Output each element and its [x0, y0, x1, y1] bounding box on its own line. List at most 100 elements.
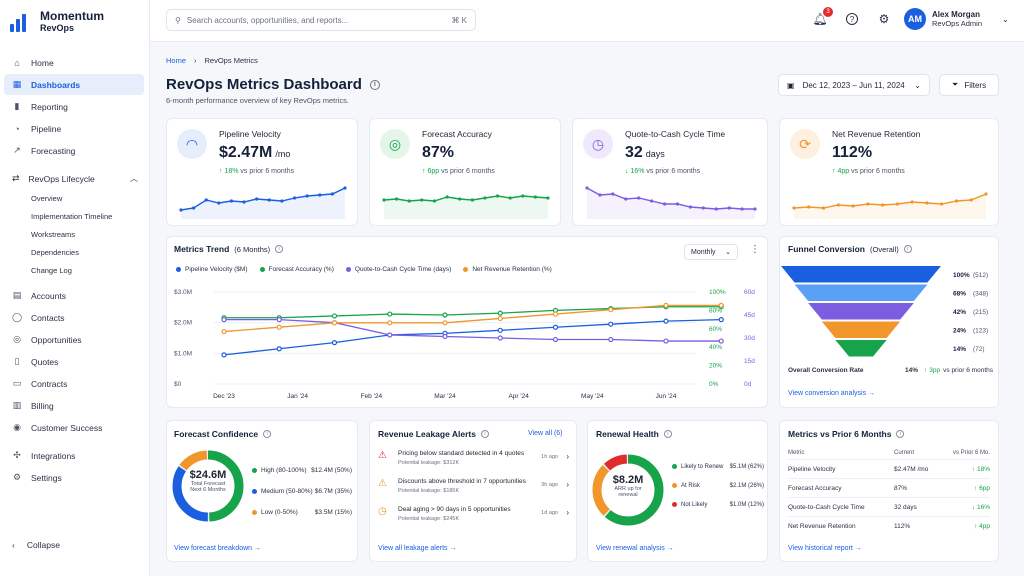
- filter-icon: ⏷: [951, 80, 959, 89]
- funnel-pct: 14%: [953, 346, 966, 353]
- kpi-value: 32 days: [625, 144, 665, 161]
- alert-list: ⚠ Pricing below standard detected in 4 q…: [376, 448, 572, 532]
- sidebar-subitem-overview[interactable]: Overview: [31, 193, 63, 203]
- sparkline-point: [420, 198, 424, 202]
- warning-icon: ⚠: [378, 478, 387, 489]
- kpi-value: 87%: [422, 144, 455, 161]
- kpi-card-forecast-accuracy[interactable]: ◎ Forecast Accuracy 87% ↑ 6pp vs prior 6…: [369, 118, 561, 226]
- series-point: [718, 316, 724, 323]
- y-tick-right: 60d: [744, 289, 755, 296]
- sidebar-item-accounts[interactable]: ▤ Accounts: [12, 290, 66, 301]
- alert-item[interactable]: ⚠ Discounts above threshold in 7 opportu…: [378, 478, 569, 494]
- kpi-card-quote-to-cash[interactable]: ◷ Quote-to-Cash Cycle Time 32 days ↓ 16% …: [572, 118, 768, 226]
- sidebar-item-settings[interactable]: ⚙ Settings: [12, 472, 62, 483]
- sidebar-item-forecasting[interactable]: ↗ Forecasting: [13, 145, 76, 156]
- help-icon[interactable]: ?: [844, 11, 860, 27]
- info-icon[interactable]: i: [663, 430, 672, 438]
- series-point: [663, 318, 669, 324]
- sidebar-item-quotes[interactable]: ▯ Quotes: [4, 351, 144, 372]
- sparkline-point: [445, 195, 449, 199]
- sidebar-item-billing[interactable]: ▥ Billing: [12, 400, 54, 411]
- info-icon[interactable]: i: [896, 430, 905, 438]
- sidebar-subitem-workstreams[interactable]: Workstreams: [31, 229, 76, 239]
- sidebar-group-revops-lifecycle[interactable]: ⇄ RevOps Lifecycle ︿: [12, 173, 138, 184]
- user-menu[interactable]: AM Alex Morgan RevOps Admin ⌄: [904, 8, 1009, 30]
- sidebar-item-opportunities[interactable]: ◎ Opportunities: [13, 334, 82, 345]
- view-renewal-analysis-link[interactable]: View renewal analysis →: [596, 545, 674, 552]
- series-point: [663, 302, 669, 308]
- info-icon[interactable]: i: [903, 245, 912, 253]
- sidebar-item-integrations[interactable]: ✣ Integrations: [13, 450, 76, 461]
- alert-item[interactable]: ◷ Deal aging > 90 days in 5 opportunitie…: [378, 506, 569, 522]
- renewal-health-card: [587, 420, 768, 562]
- sparkline-point: [458, 197, 462, 201]
- more-options-icon[interactable]: ⋮: [750, 244, 760, 255]
- view-forecast-breakdown-link[interactable]: View forecast breakdown →: [174, 545, 262, 552]
- sparkline-point: [292, 196, 297, 200]
- sparkline-point: [407, 199, 411, 203]
- sparkline-point: [637, 196, 641, 200]
- view-all-leakage-alerts-link[interactable]: View all leakage alerts →: [378, 545, 457, 552]
- legend-row: Low (0-50%) $3.5M (15%): [252, 502, 352, 523]
- info-icon[interactable]: i: [263, 430, 272, 438]
- view-historical-report-link[interactable]: View historical report →: [788, 545, 862, 552]
- sidebar-subitem-implementation-timeline[interactable]: Implementation Timeline: [31, 211, 113, 221]
- sidebar-item-contacts[interactable]: ◯ Contacts: [11, 312, 65, 323]
- gear-icon[interactable]: ⚙: [878, 12, 890, 26]
- breadcrumb-home[interactable]: Home: [166, 56, 187, 65]
- collapse-button[interactable]: ‹ Collapse: [12, 540, 60, 550]
- contract-icon: ▭: [12, 378, 22, 388]
- kpi-label: Pipeline Velocity: [219, 129, 281, 139]
- topbar: ⚲ Search accounts, opportunities, and re…: [150, 0, 1024, 42]
- y-tick-left: $0: [174, 381, 182, 388]
- filters-button[interactable]: ⏷ Filters: [939, 74, 999, 96]
- sidebar-item-reporting[interactable]: ▮ Reporting: [4, 96, 144, 117]
- trend-icon: ↗: [13, 145, 21, 155]
- avatar: AM: [904, 8, 926, 30]
- comparison-table: Metric Current vs Prior 6 Mo. Pipeline Vel…: [788, 446, 990, 536]
- arrow-down-icon: ↓: [625, 168, 629, 175]
- sidebar-item-customer-success[interactable]: ◉ Customer Success: [13, 422, 103, 433]
- renewal-health-donut: [592, 454, 664, 526]
- series-point: [497, 327, 503, 333]
- kpi-card-net-revenue-retention[interactable]: ⟳ Net Revenue Retention 112% ↑ 4pp vs pr…: [779, 118, 999, 226]
- sidebar-subitem-change-log[interactable]: Change Log: [31, 265, 72, 275]
- chevron-up-icon: ︿: [130, 174, 138, 183]
- page-title-row: RevOps Metrics Dashboard i: [166, 76, 380, 93]
- forecast-confidence-card: [166, 420, 358, 562]
- sidebar-subitem-dependencies[interactable]: Dependencies: [31, 247, 79, 257]
- x-tick: Mar '24: [434, 393, 456, 400]
- alert-item[interactable]: ⚠ Pricing below standard detected in 4 q…: [378, 450, 569, 466]
- search-shortcut: ⌘ K: [451, 15, 467, 25]
- funnel-stage: [781, 266, 941, 283]
- sidebar-item-home[interactable]: ⌂ Home: [4, 52, 144, 73]
- info-icon[interactable]: i: [480, 430, 489, 438]
- sparkline-point: [521, 194, 525, 198]
- sidebar-item-dashboards[interactable]: ▦ Dashboards: [4, 74, 144, 95]
- sparkline-point: [753, 207, 757, 211]
- calendar-icon: ▣: [787, 80, 795, 90]
- chevron-right-icon: ›: [194, 56, 197, 65]
- logo[interactable]: Momentum RevOps: [10, 10, 104, 34]
- sidebar-item-contracts[interactable]: ▭ Contracts: [12, 378, 68, 389]
- x-tick: Dec '23: [213, 393, 235, 400]
- search-input[interactable]: ⚲ Search accounts, opportunities, and re…: [166, 9, 476, 31]
- sparkline-point: [470, 198, 474, 202]
- info-icon[interactable]: i: [369, 79, 380, 90]
- sidebar-item-pipeline[interactable]: ◔ Pipeline: [4, 118, 144, 139]
- table-row: Quote-to-Cash Cycle Time 32 days ↓ 16%: [788, 498, 990, 517]
- period-select[interactable]: Monthly ⌄: [684, 244, 738, 260]
- info-icon[interactable]: i: [275, 245, 284, 253]
- sparkline-point: [330, 192, 334, 196]
- sparkline-point: [343, 186, 347, 190]
- y-tick-right: 45d: [744, 312, 755, 319]
- date-range-picker[interactable]: ▣ Dec 12, 2023 – Jun 11, 2024 ⌄: [778, 74, 930, 96]
- funnel-stage: [808, 303, 914, 320]
- y-tick-mid: 100%: [709, 289, 726, 296]
- kpi-card-pipeline-velocity[interactable]: ◠ Pipeline Velocity $2.47M/mo ↑ 18% vs p…: [166, 118, 358, 226]
- view-conversion-analysis-link[interactable]: View conversion analysis →: [788, 390, 876, 397]
- sparkline-point: [866, 202, 870, 206]
- view-all-alerts-link[interactable]: View all (6): [528, 430, 563, 437]
- series-point: [552, 324, 559, 330]
- bell-icon[interactable]: 🔔︎ 3: [812, 7, 833, 27]
